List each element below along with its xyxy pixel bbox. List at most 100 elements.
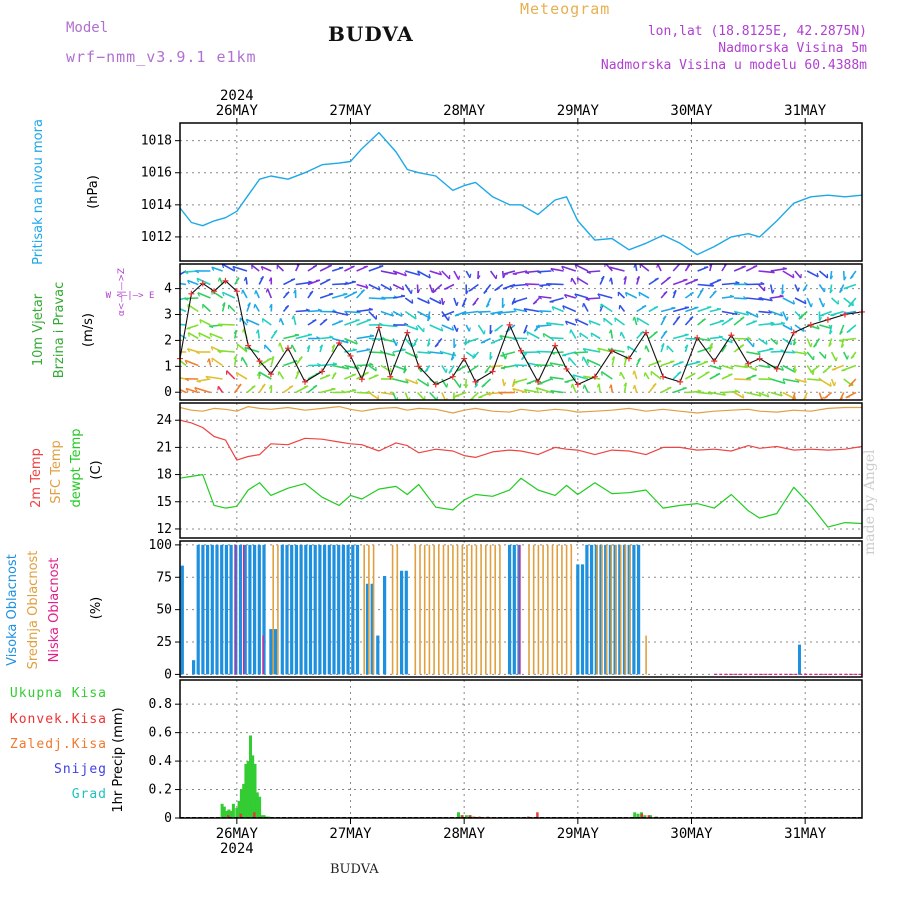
wind-arrow-head <box>481 384 486 388</box>
wind-arrow-head <box>293 289 297 294</box>
wind-arrow-head <box>254 290 257 295</box>
wind-arrow-head <box>623 276 627 281</box>
wind-arrow-head <box>494 288 499 292</box>
wind-arrow <box>211 290 224 299</box>
wind-arrow-head <box>705 371 710 374</box>
wind-gust-marker <box>188 290 195 297</box>
wind-arrow <box>356 335 375 340</box>
wind-arrow-head <box>537 271 542 274</box>
wind-arrow <box>380 337 396 343</box>
wind-arrow <box>685 361 701 367</box>
y-tick-label: 15 <box>156 495 172 510</box>
wind-arrow-head <box>495 274 498 279</box>
wind-arrow-head <box>221 292 225 297</box>
wind-arrow-head <box>498 392 503 396</box>
wind-arrow-head <box>209 333 213 338</box>
wind-arrow-head <box>351 373 356 376</box>
wind-arrow-head <box>331 344 335 349</box>
wind-arrow-head <box>561 266 565 271</box>
wind-arrow-head <box>400 312 403 317</box>
wind-unit-label: (m/s) <box>81 313 96 347</box>
wind-arrow-head <box>597 293 601 298</box>
wind-arrow <box>525 283 540 286</box>
wind-arrow <box>614 317 625 326</box>
wind-arrow-head <box>790 340 793 345</box>
wind-arrow <box>221 264 236 272</box>
wind-arrow-head <box>636 317 639 322</box>
wind-arrow <box>332 310 349 316</box>
wind-arrow <box>794 351 807 355</box>
wind-arrow <box>598 383 601 393</box>
y-tick-label: 3 <box>164 308 172 323</box>
wind-arrow-head <box>550 268 555 273</box>
wind-gust-marker <box>336 340 343 347</box>
wind-arrow <box>758 297 773 302</box>
legend-total-rain: Ukupna Kisa <box>9 686 107 701</box>
wind-arrow <box>550 267 564 272</box>
wind-arrow <box>380 283 392 291</box>
wind-arrow-head <box>522 351 527 355</box>
wind-arrow-head <box>611 356 615 361</box>
wind-arrow <box>633 384 638 393</box>
wind-gust-marker <box>756 355 763 362</box>
panel-background <box>180 403 862 538</box>
wind-gust-marker <box>574 381 581 388</box>
wind-arrow-head <box>823 287 826 292</box>
wind-arrow-head <box>312 264 318 268</box>
wind-arrow-head <box>838 339 844 343</box>
wind-arrow <box>633 316 638 326</box>
pressure-unit-label: (hPa) <box>86 175 101 209</box>
wind-gust-marker <box>694 334 701 341</box>
wind-arrow <box>697 337 711 342</box>
wind-arrow-head <box>562 305 565 310</box>
wind-arrow <box>769 284 774 294</box>
wind-arrow <box>199 318 211 326</box>
wind-arrow <box>392 348 406 353</box>
wind-arrow <box>746 351 761 356</box>
wind-arrow <box>185 387 199 394</box>
wind-arrow-head <box>803 378 807 383</box>
wind-arrow-head <box>198 332 201 337</box>
legend-convective-rain: Konvek.Kisa <box>9 712 107 727</box>
wind-arrow-head <box>813 344 818 348</box>
wind-arrow <box>672 387 687 394</box>
wind-compass-label: W <—|—> E <box>106 291 155 301</box>
wind-arrow-head <box>551 306 555 311</box>
wind-arrow <box>794 378 807 384</box>
wind-arrow-head <box>504 355 508 360</box>
panel-frame <box>179 122 863 262</box>
wind-gust-marker <box>591 373 598 380</box>
wind-arrow <box>525 270 540 274</box>
precip-bar <box>469 815 472 818</box>
wind-arrow <box>405 378 418 385</box>
wind-arrow <box>241 289 248 299</box>
cloud-low-label: Niska Oblacnost <box>47 558 62 663</box>
wind-arrow <box>570 329 577 339</box>
wind-arrow-head <box>446 383 449 388</box>
wind-arrow <box>344 337 358 345</box>
wind-arrow <box>627 345 638 353</box>
wind-arrow-head <box>734 389 739 393</box>
wind-arrow-head <box>509 285 514 288</box>
wind-arrow <box>733 391 745 399</box>
wind-arrow <box>734 337 751 340</box>
wind-arrow <box>636 317 650 326</box>
wind-arrow <box>829 324 833 335</box>
wind-arrow <box>745 310 759 318</box>
wind-arrow-head <box>415 353 419 358</box>
precip-bar <box>244 763 248 818</box>
wind-arrow-head <box>445 368 448 373</box>
wind-arrow <box>551 305 564 313</box>
wind-arrow-head <box>241 289 244 294</box>
wind-arrow-head <box>642 305 647 308</box>
wind-arrow-head <box>442 300 446 306</box>
wind-arrow <box>549 297 564 303</box>
wind-arrow-head <box>608 384 612 389</box>
wind-arrow-head <box>319 344 323 349</box>
wind-arrow-head <box>298 356 303 360</box>
wind-arrow <box>198 332 211 340</box>
wind-gust-marker <box>387 373 394 380</box>
wind-arrow <box>588 319 601 326</box>
wind-arrow <box>245 318 260 326</box>
wind-arrow <box>807 378 823 382</box>
